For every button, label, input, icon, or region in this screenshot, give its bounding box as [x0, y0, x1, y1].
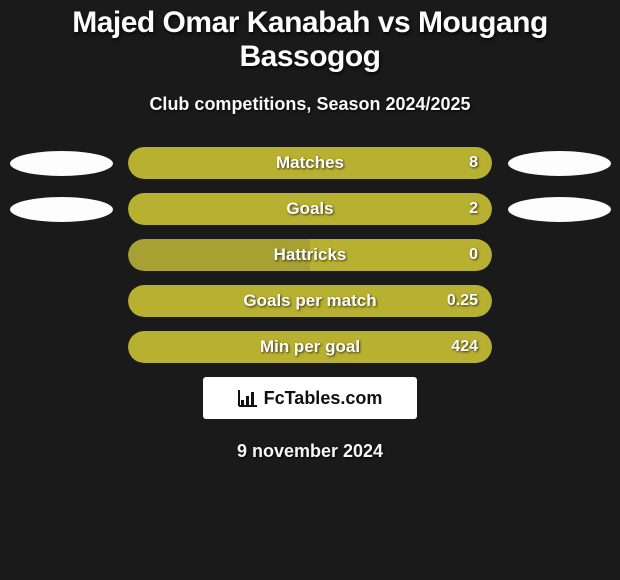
left-ellipse-slot [8, 197, 114, 222]
stat-row: Goals2 [0, 193, 620, 225]
ellipse-icon [508, 151, 611, 176]
stat-label: Hattricks [128, 245, 492, 265]
right-ellipse-slot [506, 151, 612, 176]
stat-bar: Hattricks0 [128, 239, 492, 271]
stat-value-right: 8 [469, 154, 478, 172]
ellipse-icon [508, 197, 611, 222]
page-title: Majed Omar Kanabah vs Mougang Bassogog [0, 0, 620, 74]
date-text: 9 november 2024 [0, 441, 620, 462]
stat-label: Goals per match [128, 291, 492, 311]
ellipse-icon [10, 151, 113, 176]
right-ellipse-slot [506, 197, 612, 222]
stat-bar: Goals per match0.25 [128, 285, 492, 317]
left-ellipse-slot [8, 151, 114, 176]
stats-container: Matches8Goals2Hattricks0Goals per match0… [0, 147, 620, 363]
stat-bar: Goals2 [128, 193, 492, 225]
stat-row: Hattricks0 [0, 239, 620, 271]
stat-label: Min per goal [128, 337, 492, 357]
stat-value-right: 424 [451, 338, 478, 356]
subtitle: Club competitions, Season 2024/2025 [0, 94, 620, 115]
stat-bar: Min per goal424 [128, 331, 492, 363]
chart-icon [238, 389, 258, 407]
stat-row: Min per goal424 [0, 331, 620, 363]
stat-bar: Matches8 [128, 147, 492, 179]
stat-row: Matches8 [0, 147, 620, 179]
stat-value-right: 0.25 [447, 292, 478, 310]
stat-label: Goals [128, 199, 492, 219]
logo-text: FcTables.com [264, 388, 383, 409]
stat-value-right: 2 [469, 200, 478, 218]
logo-box[interactable]: FcTables.com [203, 377, 417, 419]
stat-row: Goals per match0.25 [0, 285, 620, 317]
ellipse-icon [10, 197, 113, 222]
stat-label: Matches [128, 153, 492, 173]
stat-value-right: 0 [469, 246, 478, 264]
